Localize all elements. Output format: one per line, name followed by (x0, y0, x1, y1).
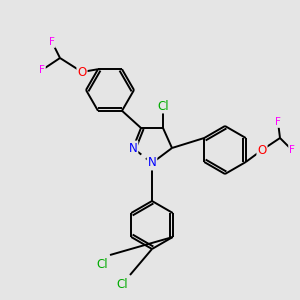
Text: N: N (148, 157, 156, 169)
Text: F: F (39, 65, 45, 75)
Text: O: O (257, 143, 267, 157)
Text: Cl: Cl (96, 259, 108, 272)
Text: F: F (275, 117, 281, 127)
Text: Cl: Cl (116, 278, 128, 292)
Text: O: O (77, 65, 87, 79)
Text: F: F (49, 37, 55, 47)
Text: N: N (129, 142, 137, 154)
Text: F: F (289, 145, 295, 155)
Text: Cl: Cl (157, 100, 169, 112)
